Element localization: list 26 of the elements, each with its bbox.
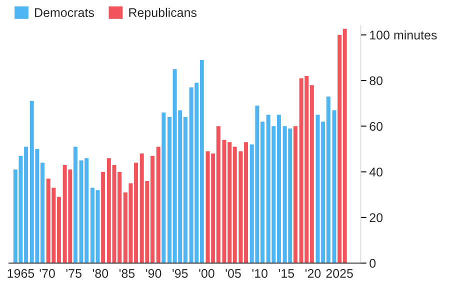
bar xyxy=(101,172,106,264)
y-tick-label: 100 minutes xyxy=(370,30,437,40)
y-tick-label: 60 xyxy=(370,122,383,131)
x-tick-label: '70 xyxy=(40,269,55,278)
y-tick-label: 40 xyxy=(369,168,383,176)
x-tick-label: '95 xyxy=(172,269,188,278)
x-tick-label: '90 xyxy=(146,269,162,278)
bar xyxy=(73,146,78,264)
y-tick-label: 20 xyxy=(370,213,383,222)
x-tick-label: '85 xyxy=(119,269,135,278)
x-tick-label: '20 xyxy=(305,269,321,278)
y-tick-label: 80 xyxy=(370,76,383,86)
legend-label: Republicans xyxy=(129,8,197,20)
x-tick-label: '80 xyxy=(92,269,108,278)
bar xyxy=(156,146,160,264)
x-tick-label: '75 xyxy=(66,269,82,278)
x-tick-label: '00 xyxy=(199,269,214,278)
y-tick-label: 0 xyxy=(370,258,376,268)
x-tick-label: '10 xyxy=(252,269,268,278)
x-tick-label: '15 xyxy=(278,269,294,278)
x-tick-label: 2025 xyxy=(326,269,353,278)
x-tick-label: 1965 xyxy=(8,269,34,278)
bar xyxy=(293,126,298,264)
legend-label: Democrats xyxy=(35,8,94,18)
bar xyxy=(162,112,166,264)
x-tick-label: '05 xyxy=(226,269,241,278)
